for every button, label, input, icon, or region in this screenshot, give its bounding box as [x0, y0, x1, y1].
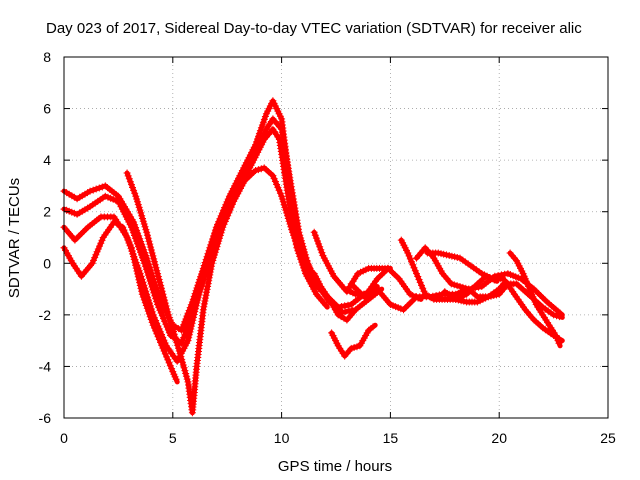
- series-markers: [123, 164, 327, 417]
- series-markers: [506, 249, 563, 347]
- series-layer: [60, 97, 565, 417]
- y-tick-label: -4: [39, 358, 52, 374]
- y-axis-tick-labels: -6 -4 -2 0 2 4 6 8: [39, 49, 52, 426]
- y-tick-label: 0: [43, 255, 51, 271]
- series-markers: [328, 323, 377, 360]
- plot-frame: [63, 56, 609, 419]
- series-8: [328, 322, 378, 360]
- x-tick-label: 25: [600, 430, 616, 446]
- y-tick-label: 8: [43, 49, 51, 65]
- x-tick-label: 10: [274, 430, 290, 446]
- series-7: [310, 228, 424, 302]
- x-tick-label: 5: [169, 430, 177, 446]
- y-tick-label: 6: [43, 101, 51, 117]
- y-tick-label: -2: [39, 307, 52, 323]
- series-13: [423, 249, 507, 283]
- y-tick-label: 4: [43, 152, 51, 168]
- x-tick-label: 15: [383, 430, 399, 446]
- series-4: [60, 218, 180, 385]
- series-6: [310, 270, 359, 324]
- series-markers: [441, 277, 563, 343]
- series-markers: [310, 270, 357, 324]
- x-tick-label: 0: [60, 430, 68, 446]
- axis-ticks: [63, 56, 609, 419]
- series-markers: [423, 249, 505, 283]
- x-tick-label: 20: [491, 430, 507, 446]
- y-tick-label: 2: [43, 204, 51, 220]
- x-axis-tick-labels: 0 5 10 15 20 25: [60, 430, 616, 446]
- chart-title: Day 023 of 2017, Sidereal Day-to-day VTE…: [46, 20, 582, 37]
- y-axis-label: SDTVAR / TECUs: [6, 178, 23, 298]
- series-15: [506, 249, 563, 349]
- x-axis-label: GPS time / hours: [278, 458, 392, 475]
- series-14: [441, 277, 565, 344]
- series-5: [123, 164, 328, 417]
- y-tick-label: -6: [39, 410, 52, 426]
